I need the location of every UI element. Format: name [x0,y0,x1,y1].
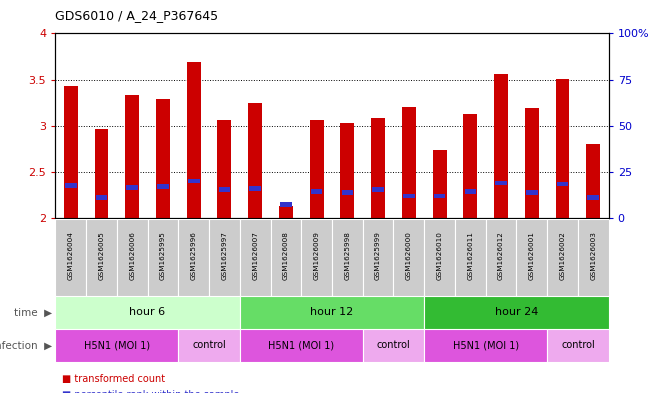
Bar [402,107,416,218]
Bar [178,329,240,362]
Bar [342,190,353,195]
Text: GSM1626009: GSM1626009 [314,231,320,280]
Bar [94,129,108,218]
Bar [310,120,324,218]
Bar [434,194,445,198]
Bar [403,194,415,198]
Bar [249,186,261,191]
Bar [587,144,600,218]
Bar [117,219,148,296]
Bar [547,219,578,296]
Text: infection  ▶: infection ▶ [0,340,52,351]
Text: GSM1625997: GSM1625997 [221,231,227,280]
Bar [280,202,292,207]
Text: GSM1626011: GSM1626011 [467,231,473,280]
Bar [363,329,424,362]
Bar [125,95,139,218]
Bar [547,329,609,362]
Text: GSM1625995: GSM1625995 [160,231,166,280]
Bar [455,219,486,296]
Bar [148,219,178,296]
Text: GSM1626010: GSM1626010 [437,231,443,280]
Bar [188,179,199,184]
Bar [495,181,507,185]
Bar [55,329,178,362]
Text: GSM1626008: GSM1626008 [283,231,289,280]
Bar [55,219,86,296]
Text: GSM1625996: GSM1625996 [191,231,197,280]
Text: H5N1 (MOI 1): H5N1 (MOI 1) [452,340,519,351]
Bar [332,219,363,296]
Bar [240,219,271,296]
Bar [178,219,209,296]
Bar [372,187,384,192]
Bar [96,195,107,200]
Bar [464,114,477,218]
Bar [271,219,301,296]
Text: GSM1626003: GSM1626003 [590,231,596,280]
Bar [279,206,293,218]
Bar [126,185,138,190]
Text: GSM1626001: GSM1626001 [529,231,535,280]
Text: GSM1626012: GSM1626012 [498,231,504,280]
Bar [340,123,354,218]
Bar [557,182,568,186]
Text: GDS6010 / A_24_P367645: GDS6010 / A_24_P367645 [55,9,219,22]
Bar [393,219,424,296]
Bar [64,86,77,218]
Text: H5N1 (MOI 1): H5N1 (MOI 1) [268,340,335,351]
Text: ■ transformed count: ■ transformed count [62,374,165,384]
Bar [86,219,117,296]
Text: GSM1626000: GSM1626000 [406,231,412,280]
Bar [465,189,476,194]
Text: time  ▶: time ▶ [14,307,52,318]
Bar [424,219,455,296]
Text: ■ percentile rank within the sample: ■ percentile rank within the sample [62,390,239,393]
Text: H5N1 (MOI 1): H5N1 (MOI 1) [84,340,150,351]
Text: hour 12: hour 12 [311,307,353,318]
Bar [157,184,169,189]
Text: GSM1626007: GSM1626007 [252,231,258,280]
Bar [187,62,201,218]
Text: control: control [377,340,410,351]
Text: control: control [561,340,595,351]
Bar [494,74,508,218]
Bar [371,118,385,218]
Bar [209,219,240,296]
Text: GSM1626004: GSM1626004 [68,231,74,280]
Bar [424,329,547,362]
Bar [217,120,231,218]
Text: GSM1626006: GSM1626006 [129,231,135,280]
Text: GSM1625999: GSM1625999 [375,231,381,280]
Bar [433,150,447,218]
Bar [240,296,424,329]
Bar [556,79,570,218]
Bar [587,195,599,200]
Bar [240,329,363,362]
Bar [55,296,240,329]
Bar [516,219,547,296]
Bar [424,296,609,329]
Bar [363,219,393,296]
Bar [65,184,77,188]
Bar [156,99,170,218]
Text: GSM1626005: GSM1626005 [98,231,104,280]
Bar [526,190,538,195]
Bar [486,219,516,296]
Text: hour 24: hour 24 [495,307,538,318]
Bar [301,219,332,296]
Text: GSM1626002: GSM1626002 [560,231,566,280]
Bar [525,108,539,218]
Bar [311,189,322,194]
Text: hour 6: hour 6 [130,307,165,318]
Text: GSM1625998: GSM1625998 [344,231,350,280]
Text: control: control [192,340,226,351]
Bar [248,103,262,218]
Bar [578,219,609,296]
Bar [219,187,230,192]
